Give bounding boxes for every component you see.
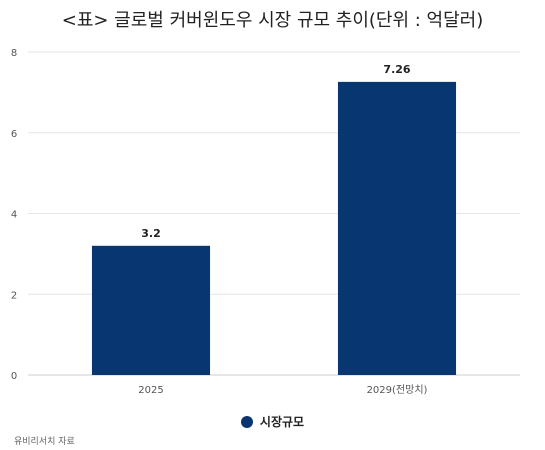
bar-value-labels: 3.2 7.26 (141, 63, 411, 240)
bars (91, 81, 457, 375)
bar-value-label: 3.2 (141, 227, 161, 240)
y-tick-label: 6 (11, 129, 17, 140)
y-tick-label: 4 (11, 210, 17, 221)
bar (91, 245, 211, 375)
y-tick-label: 0 (11, 371, 17, 382)
x-tick-label: 2025 (138, 385, 163, 396)
y-tick-label: 2 (11, 290, 17, 301)
bar-value-label: 7.26 (383, 63, 410, 76)
legend: 시장규모 (0, 413, 545, 430)
y-axis-ticks: 0 2 4 6 8 (11, 48, 17, 382)
legend-swatch (240, 415, 253, 428)
legend-label: 시장규모 (259, 415, 305, 429)
source-note: 유비리서치 자료 (14, 437, 75, 447)
x-axis-ticks: 2025 2029(전망치) (138, 384, 427, 396)
y-tick-label: 8 (11, 48, 17, 59)
x-tick-label: 2029(전망치) (367, 384, 428, 396)
bar (337, 81, 457, 375)
chart-title: <표> 글로벌 커버윈도우 시장 규모 추이(단위 : 억달러) (61, 10, 484, 31)
